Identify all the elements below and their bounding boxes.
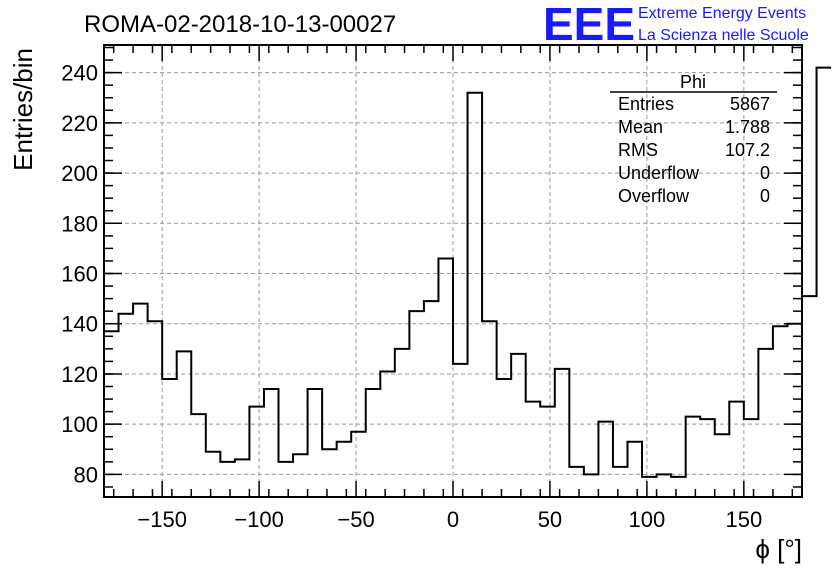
x-tick-label: 150 xyxy=(725,507,762,532)
y-tick-label: 100 xyxy=(61,412,98,437)
brand-line-1: Extreme Energy Events xyxy=(638,5,806,22)
stats-label: RMS xyxy=(618,140,658,160)
y-tick-label: 240 xyxy=(61,61,98,86)
y-tick-label: 160 xyxy=(61,262,98,287)
stats-label: Mean xyxy=(618,117,663,137)
axis-ticks xyxy=(104,45,802,497)
stats-value: 5867 xyxy=(730,94,770,114)
stats-title: Phi xyxy=(680,72,706,92)
y-tick-label: 180 xyxy=(61,211,98,236)
stats-label: Overflow xyxy=(618,186,690,206)
y-tick-label: 140 xyxy=(61,312,98,337)
eee-logo: EEE xyxy=(543,0,635,50)
y-tick-labels: 80 100 120 140 160 180 200 220 240 xyxy=(61,61,98,488)
stats-rows: Entries 5867 Mean 1.788 RMS 107.2 Underflow 0 Ov… xyxy=(618,94,770,206)
stats-value: 107.2 xyxy=(725,140,770,160)
y-tick-label: 120 xyxy=(61,362,98,387)
x-tick-label: −100 xyxy=(234,507,284,532)
y-axis-label: Entries/bin xyxy=(8,48,38,171)
x-tick-label: 50 xyxy=(538,507,562,532)
x-tick-label: 100 xyxy=(629,507,666,532)
brand-line-2: La Scienza nelle Scuole xyxy=(638,27,809,44)
stats-label: Entries xyxy=(618,94,674,114)
stats-label: Underflow xyxy=(618,163,700,183)
stats-value: 1.788 xyxy=(725,117,770,137)
x-tick-label: −50 xyxy=(337,507,374,532)
stats-box: Phi Entries 5867 Mean 1.788 RMS 107.2 Underflo… xyxy=(610,72,777,206)
x-tick-labels: −150 −100 −50 0 50 100 150 xyxy=(137,507,762,532)
y-tick-label: 200 xyxy=(61,161,98,186)
x-tick-label: −150 xyxy=(137,507,187,532)
stats-value: 0 xyxy=(760,163,770,183)
chart-title: ROMA-02-2018-10-13-00027 xyxy=(84,11,396,38)
y-tick-label: 80 xyxy=(74,462,98,487)
stats-value: 0 xyxy=(760,186,770,206)
histogram-outline xyxy=(104,66,832,478)
y-tick-label: 220 xyxy=(61,111,98,136)
x-tick-label: 0 xyxy=(447,507,459,532)
x-axis-label: ϕ [°] xyxy=(755,534,802,564)
